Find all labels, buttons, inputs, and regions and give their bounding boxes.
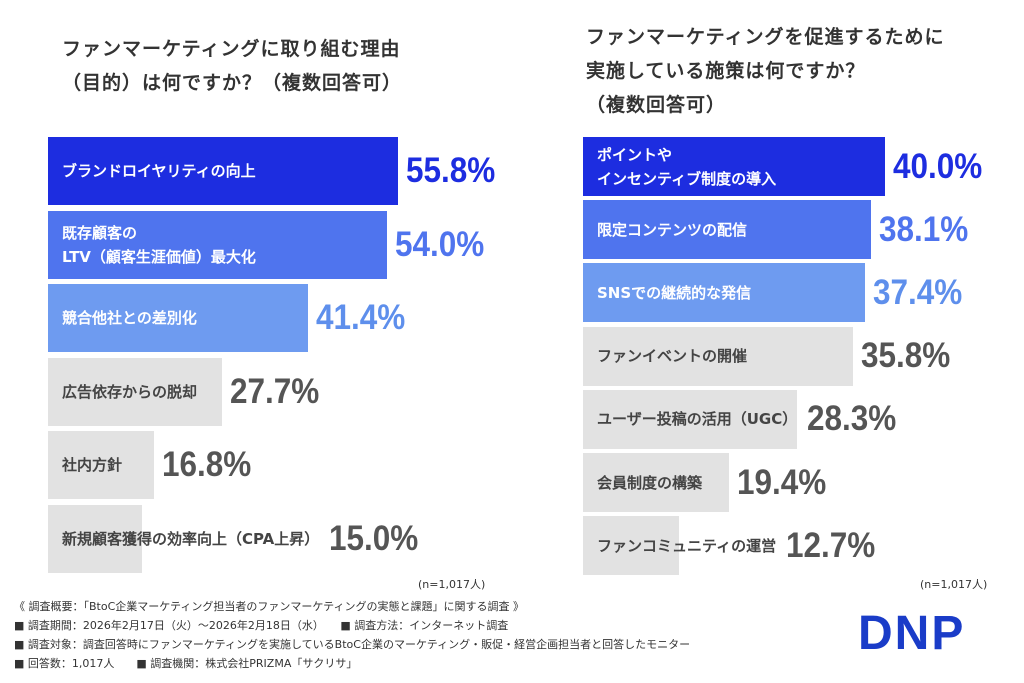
category-label: 会員制度の構築 xyxy=(597,473,703,492)
bar-row: ブランドロイヤリティの向上 55.8% xyxy=(48,137,506,205)
category-label: 既存顧客の LTV（顧客生涯価値）最大化 xyxy=(62,223,256,266)
bar-row: 既存顧客の LTV（顧客生涯価値）最大化 54.0% xyxy=(48,210,494,279)
value-label: 54.0% xyxy=(395,224,485,264)
bar-box: ファンコミュニティの運営 xyxy=(583,516,778,576)
sample-note: (n=1,017人) xyxy=(920,578,988,591)
value-label: 16.8% xyxy=(161,445,251,484)
bar xyxy=(583,137,885,196)
category-label: SNSでの継続的な発信 xyxy=(597,283,752,302)
category-label: 新規顧客獲得の効率向上（CPA上昇） xyxy=(62,529,320,548)
value-label: 55.8% xyxy=(406,151,496,190)
bar xyxy=(48,504,143,573)
footer-line: ■ 調査対象：調査回答時にファンマーケティングを実施しているBtoC企業のマーケ… xyxy=(14,638,691,651)
bar-row: SNSでの継続的な発信 37.4% xyxy=(583,263,973,323)
bar-row: 広告依存からの脱却 27.7% xyxy=(48,357,329,426)
value-label: 12.7% xyxy=(786,525,876,565)
bar-box: 広告依存からの脱却 xyxy=(48,357,222,426)
category-label: 限定コンテンツの配信 xyxy=(597,220,748,239)
bar-box: ブランドロイヤリティの向上 xyxy=(48,137,399,205)
value-label: 40.0% xyxy=(893,146,983,186)
bar-box: 競合他社との差別化 xyxy=(48,284,308,352)
value-label: 15.0% xyxy=(329,518,419,558)
bar xyxy=(583,389,797,449)
bar xyxy=(583,326,854,386)
logo: DNP xyxy=(858,607,966,660)
value-label: 19.4% xyxy=(737,462,827,502)
bar xyxy=(583,516,679,576)
value-label: 27.7% xyxy=(229,371,320,411)
bar-row: ユーザー投稿の活用（UGC） 28.3% xyxy=(583,389,906,449)
bar xyxy=(583,200,871,260)
bar xyxy=(583,453,730,512)
bar-box: 限定コンテンツの配信 xyxy=(583,200,871,260)
value-label: 38.1% xyxy=(878,209,968,249)
category-label: ポイントや インセンティブ制度の導入 xyxy=(597,145,777,188)
category-label: ユーザー投稿の活用（UGC） xyxy=(597,410,798,429)
bar-box: SNSでの継続的な発信 xyxy=(583,263,866,323)
category-label: 社内方針 xyxy=(62,456,123,474)
bar-box: 新規顧客獲得の効率向上（CPA上昇） xyxy=(48,504,321,573)
bar xyxy=(48,431,154,499)
bar xyxy=(48,137,399,205)
footer-line: ■ 調査期間：2026年2月17日（火）〜2026年2月18日（水） ■ 調査方… xyxy=(14,619,509,632)
bar-row: 社内方針 16.8% xyxy=(48,431,261,499)
bar xyxy=(48,284,308,352)
bar-box: 会員制度の構築 xyxy=(583,453,730,512)
category-label: ファンイベントの開催 xyxy=(597,347,748,366)
bar-box: 既存顧客の LTV（顧客生涯価値）最大化 xyxy=(48,210,388,279)
bar-row: ファンイベントの開催 35.8% xyxy=(583,326,961,386)
bar-row: ポイントや インセンティブ制度の導入 40.0% xyxy=(583,137,992,196)
chart-title: ファンマーケティングに取り組む理由 （目的）は何ですか？（複数回答可） xyxy=(62,38,403,94)
bar xyxy=(48,357,222,426)
value-label: 28.3% xyxy=(807,399,897,439)
bar-row: 競合他社との差別化 41.4% xyxy=(48,284,415,352)
category-label: ファンコミュニティの運営 xyxy=(597,536,777,555)
footer-line: 《 調査概要：「BtoC企業マーケティング担当者のファンマーケティングの実態と課… xyxy=(14,600,524,613)
footer-line: ■ 回答数：1,017人 ■ 調査機関：株式会社PRIZMA「サクリサ」 xyxy=(14,657,358,670)
sample-note: (n=1,017人) xyxy=(418,578,486,591)
value-label: 35.8% xyxy=(861,336,951,376)
bar-box: ユーザー投稿の活用（UGC） xyxy=(583,389,799,449)
bar-box: ポイントや インセンティブ制度の導入 xyxy=(583,137,885,196)
bar-box: 社内方針 xyxy=(48,431,154,499)
bar xyxy=(583,263,866,323)
category-label: ブランドロイヤリティの向上 xyxy=(62,162,256,180)
bar-row: ファンコミュニティの運営 12.7% xyxy=(583,516,885,576)
value-label: 37.4% xyxy=(873,272,963,312)
bar-box: ファンイベントの開催 xyxy=(583,326,854,386)
category-label: 競合他社との差別化 xyxy=(62,309,197,327)
bar-row: 新規顧客獲得の効率向上（CPA上昇） 15.0% xyxy=(48,504,429,573)
bar-row: 限定コンテンツの配信 38.1% xyxy=(583,200,978,260)
value-label: 41.4% xyxy=(315,298,406,337)
bar xyxy=(48,210,388,279)
chart-title: ファンマーケティングを促進するために 実施している施策は何ですか？ （複数回答可… xyxy=(586,26,945,116)
category-label: 広告依存からの脱却 xyxy=(62,382,198,401)
bar-row: 会員制度の構築 19.4% xyxy=(583,453,837,512)
